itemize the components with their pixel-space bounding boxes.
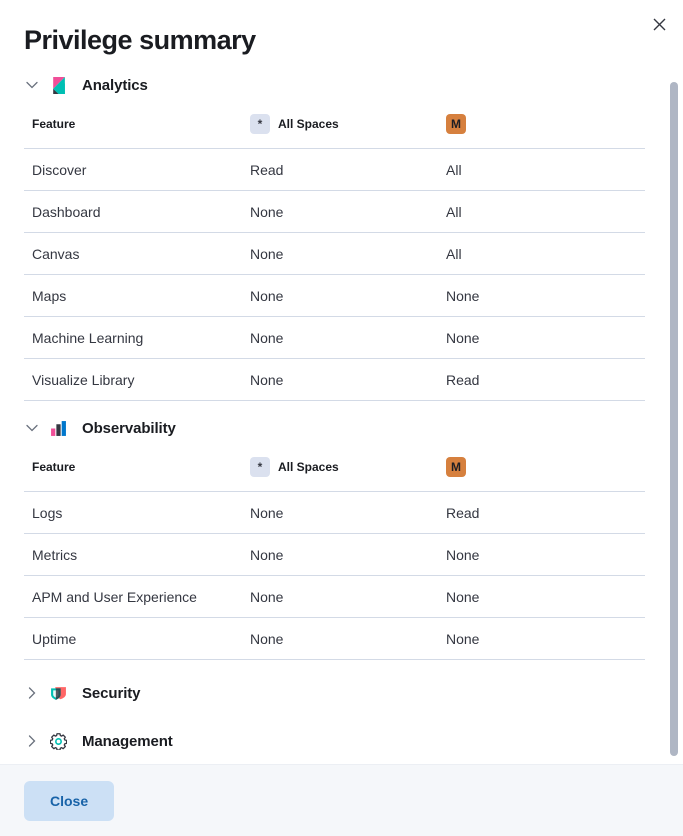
table-header-row: Feature * All Spaces M (24, 447, 645, 492)
section-observability: Observability Feature * All Spaces (24, 413, 659, 660)
page-title: Privilege summary (24, 25, 256, 55)
cell-feature: Discover (24, 148, 242, 191)
space-m-badge: M (446, 457, 466, 477)
cell-feature: Visualize Library (24, 358, 242, 401)
privilege-sections-scroll-area[interactable]: Analytics Feature * All Spaces (0, 64, 683, 764)
cell-feature: Machine Learning (24, 316, 242, 359)
flyout-header: Privilege summary (0, 0, 683, 64)
cell-all-spaces: None (242, 533, 438, 576)
all-spaces-label: All Spaces (278, 117, 339, 131)
chevron-down-icon (24, 77, 40, 93)
observability-bars-icon (49, 419, 67, 437)
close-icon-button[interactable] (645, 10, 673, 38)
cell-all-spaces: None (242, 316, 438, 359)
flyout-footer: Close (0, 764, 683, 836)
cell-space-m: All (438, 148, 645, 191)
cell-all-spaces: None (242, 575, 438, 618)
cell-feature: Canvas (24, 232, 242, 275)
table-row: Discover Read All (24, 148, 645, 191)
column-header-space-m: M (438, 447, 645, 492)
section-management: Management (24, 726, 659, 756)
all-spaces-label: All Spaces (278, 460, 339, 474)
space-m-badge: M (446, 114, 466, 134)
table-header-row: Feature * All Spaces M (24, 104, 645, 149)
table-row: Logs None Read (24, 491, 645, 534)
cell-all-spaces: None (242, 190, 438, 233)
cell-space-m: Read (438, 358, 645, 401)
cell-feature: Dashboard (24, 190, 242, 233)
cell-space-m: Read (438, 491, 645, 534)
section-security-header[interactable]: Security (24, 678, 659, 708)
cell-space-m: None (438, 316, 645, 359)
section-security: Security (24, 678, 659, 708)
table-row: Canvas None All (24, 232, 645, 275)
close-icon (653, 18, 666, 31)
section-observability-title: Observability (82, 419, 176, 437)
close-button[interactable]: Close (24, 780, 115, 821)
section-analytics-title: Analytics (82, 76, 148, 94)
cell-all-spaces: None (242, 358, 438, 401)
table-row: Machine Learning None None (24, 316, 645, 359)
cell-feature: Uptime (24, 617, 242, 660)
chevron-right-icon (24, 733, 40, 749)
observability-privilege-table: Feature * All Spaces M (24, 447, 645, 660)
cell-feature: Metrics (24, 533, 242, 576)
column-header-feature: Feature (32, 117, 76, 131)
cell-all-spaces: Read (242, 148, 438, 191)
cell-space-m: None (438, 533, 645, 576)
cell-feature: Maps (24, 274, 242, 317)
section-analytics: Analytics Feature * All Spaces (24, 70, 659, 401)
cell-space-m: None (438, 274, 645, 317)
all-spaces-badge: * (250, 114, 270, 134)
chevron-right-icon (24, 685, 40, 701)
vertical-scrollbar[interactable] (669, 64, 679, 764)
chevron-down-icon (24, 420, 40, 436)
analytics-privilege-table: Feature * All Spaces M (24, 104, 645, 401)
cell-all-spaces: None (242, 232, 438, 275)
security-shield-icon (49, 684, 67, 702)
cell-space-m: None (438, 617, 645, 660)
kibana-analytics-icon (49, 76, 67, 94)
column-header-space-m: M (438, 104, 645, 149)
section-security-title: Security (82, 684, 141, 702)
table-row: Dashboard None All (24, 190, 645, 233)
cell-space-m: All (438, 232, 645, 275)
table-row: Visualize Library None Read (24, 358, 645, 401)
cell-space-m: None (438, 575, 645, 618)
cell-feature: APM and User Experience (24, 575, 242, 618)
management-gear-icon (49, 732, 67, 750)
column-header-all-spaces: * All Spaces (242, 104, 438, 149)
scrollbar-thumb[interactable] (670, 82, 678, 756)
section-management-title: Management (82, 732, 173, 750)
cell-feature: Logs (24, 491, 242, 534)
all-spaces-badge: * (250, 457, 270, 477)
cell-all-spaces: None (242, 491, 438, 534)
table-row: Maps None None (24, 274, 645, 317)
section-analytics-header[interactable]: Analytics (24, 70, 659, 100)
section-management-header[interactable]: Management (24, 726, 659, 756)
table-row: Metrics None None (24, 533, 645, 576)
cell-all-spaces: None (242, 274, 438, 317)
cell-space-m: All (438, 190, 645, 233)
table-row: APM and User Experience None None (24, 575, 645, 618)
column-header-all-spaces: * All Spaces (242, 447, 438, 492)
cell-all-spaces: None (242, 617, 438, 660)
section-observability-header[interactable]: Observability (24, 413, 659, 443)
table-row: Uptime None None (24, 617, 645, 660)
column-header-feature: Feature (32, 460, 76, 474)
